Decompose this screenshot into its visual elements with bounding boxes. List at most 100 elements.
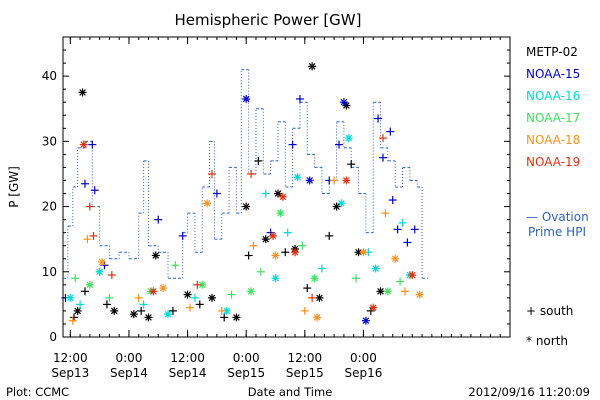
data-point-noaa-16 <box>337 199 346 208</box>
data-point-noaa-15 <box>386 127 395 136</box>
legend-ovation-line1: — Ovation <box>526 210 589 224</box>
legend-entry-noaa-19: NOAA-19 <box>526 155 580 169</box>
data-point-metp-02 <box>129 310 138 319</box>
data-point-noaa-18 <box>68 316 77 325</box>
data-point-noaa-16 <box>261 189 270 198</box>
data-point-noaa-15 <box>339 98 348 107</box>
data-point-noaa-19 <box>291 248 300 257</box>
legend: METP-02 NOAA-15 NOAA-16 NOAA-17 NOAA-18 … <box>526 45 589 348</box>
y-axis-label: P [GW] <box>7 166 21 208</box>
data-point-noaa-15 <box>295 94 304 103</box>
data-point-noaa-19 <box>378 134 387 143</box>
data-point-noaa-16 <box>283 228 292 237</box>
data-point-metp-02 <box>254 156 263 165</box>
data-point-noaa-15 <box>393 225 402 234</box>
data-point-noaa-18 <box>159 284 168 293</box>
legend-south-marker: + south <box>526 304 573 318</box>
data-point-noaa-19 <box>269 231 278 240</box>
data-point-noaa-17 <box>298 241 307 250</box>
data-point-metp-02 <box>325 231 334 240</box>
data-point-noaa-17 <box>171 261 180 270</box>
x-tick-label-time: 0:00 <box>233 351 260 365</box>
data-point-noaa-17 <box>105 293 114 302</box>
y-tick-label: 20 <box>42 200 57 214</box>
data-point-noaa-17 <box>383 287 392 296</box>
plot-area <box>62 36 511 338</box>
data-point-noaa-19 <box>89 231 98 240</box>
data-point-metp-02 <box>137 306 146 315</box>
data-point-noaa-15 <box>361 316 370 325</box>
data-point-noaa-19 <box>107 271 116 280</box>
data-point-noaa-18 <box>186 303 195 312</box>
data-point-metp-02 <box>102 300 111 309</box>
data-point-noaa-19 <box>308 293 317 302</box>
data-point-metp-02 <box>220 313 229 322</box>
data-point-noaa-17 <box>276 209 285 218</box>
footer-plot-credit: Plot: CCMC <box>6 385 69 399</box>
ovation-prime-hpi-line <box>63 69 429 279</box>
x-tick-label-time: 12:00 <box>53 351 88 365</box>
legend-entry-noaa-18: NOAA-18 <box>526 133 580 147</box>
data-point-noaa-18 <box>134 293 143 302</box>
y-tick-label: 30 <box>42 134 57 148</box>
data-point-noaa-15 <box>374 114 383 123</box>
legend-north-marker: * north <box>526 334 568 348</box>
data-point-metp-02 <box>308 62 317 71</box>
data-point-noaa-15 <box>335 140 344 149</box>
x-tick-label-date: Sep16 <box>344 366 382 380</box>
data-point-noaa-19 <box>85 202 94 211</box>
data-point-metp-02 <box>281 248 290 257</box>
x-axis-label: Date and Time <box>248 385 333 399</box>
data-point-noaa-16 <box>317 264 326 273</box>
data-point-noaa-16 <box>164 310 173 319</box>
data-point-noaa-18 <box>300 306 309 315</box>
data-point-noaa-18 <box>203 199 212 208</box>
data-point-noaa-15 <box>403 238 412 247</box>
data-point-metp-02 <box>242 202 251 211</box>
data-point-metp-02 <box>168 306 177 315</box>
data-point-metp-02 <box>80 287 89 296</box>
legend-entry-metp-02: METP-02 <box>526 45 578 59</box>
data-point-metp-02 <box>232 313 241 322</box>
y-axis: 0 10 20 30 40 <box>42 49 510 344</box>
data-point-noaa-18 <box>359 248 368 257</box>
data-point-noaa-15 <box>410 225 419 234</box>
data-point-metp-02 <box>376 287 385 296</box>
data-point-metp-02 <box>244 251 253 260</box>
data-point-metp-02 <box>261 235 270 244</box>
data-point-noaa-17 <box>396 277 405 286</box>
data-point-noaa-17 <box>85 280 94 289</box>
data-point-noaa-15 <box>80 179 89 188</box>
x-tick-label-date: Sep15 <box>286 366 324 380</box>
data-point-noaa-15 <box>305 176 314 185</box>
legend-entry-noaa-17: NOAA-17 <box>526 111 580 125</box>
data-point-noaa-18 <box>391 254 400 263</box>
data-point-noaa-19 <box>278 192 287 201</box>
data-point-noaa-19 <box>247 169 256 178</box>
data-point-metp-02 <box>195 300 204 309</box>
x-tick-label-time: 12:00 <box>170 351 205 365</box>
data-point-noaa-17 <box>71 274 80 283</box>
data-point-noaa-15 <box>178 231 187 240</box>
data-point-noaa-15 <box>242 94 251 103</box>
plot-border <box>62 36 511 338</box>
x-tick-label-date: Sep14 <box>110 366 148 380</box>
data-point-metp-02 <box>151 251 160 260</box>
data-point-noaa-15 <box>388 196 397 205</box>
data-point-noaa-19 <box>408 271 417 280</box>
data-point-metp-02 <box>347 160 356 169</box>
data-point-metp-02 <box>110 306 119 315</box>
data-point-noaa-16 <box>271 274 280 283</box>
data-point-noaa-19 <box>149 287 158 296</box>
data-points <box>61 62 424 325</box>
x-tick-label-date: Sep15 <box>227 366 265 380</box>
data-point-metp-02 <box>144 313 153 322</box>
data-point-noaa-18 <box>400 287 409 296</box>
x-tick-label-date: Sep14 <box>169 366 207 380</box>
data-point-noaa-16 <box>344 134 353 143</box>
x-tick-label-time: 12:00 <box>288 351 323 365</box>
data-point-noaa-17 <box>310 274 319 283</box>
data-point-noaa-17 <box>256 267 265 276</box>
y-tick-label: 0 <box>49 330 57 344</box>
data-point-metp-02 <box>183 290 192 299</box>
